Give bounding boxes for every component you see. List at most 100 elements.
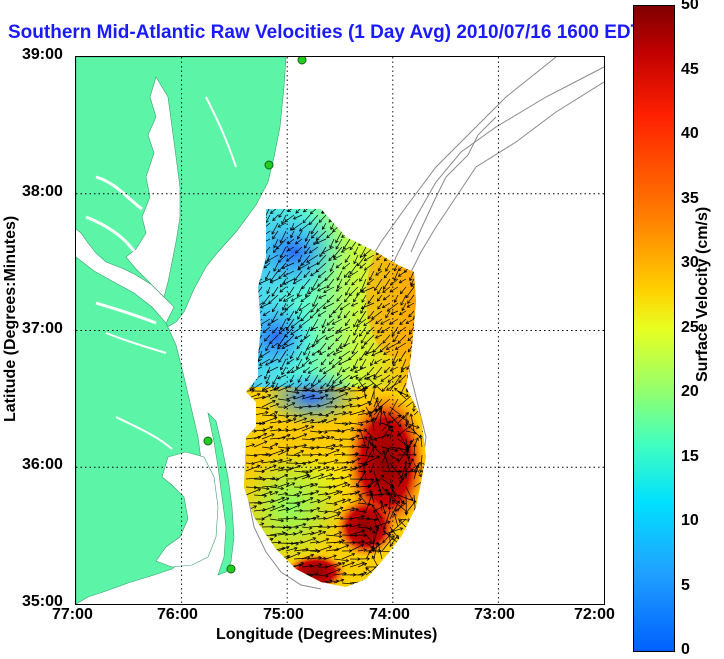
velocity-vector bbox=[309, 453, 322, 456]
velocity-vector-head bbox=[376, 216, 380, 221]
velocity-vector bbox=[326, 294, 335, 303]
velocity-vector bbox=[413, 462, 422, 477]
velocity-vector bbox=[333, 499, 346, 504]
velocity-vector bbox=[245, 488, 261, 496]
x-tick-label: 74:00 bbox=[369, 606, 410, 623]
velocity-vector bbox=[360, 302, 367, 314]
velocity-vector-head bbox=[375, 320, 379, 325]
velocity-vector bbox=[381, 535, 395, 552]
velocity-vector bbox=[299, 302, 311, 311]
velocity-vector-head bbox=[287, 247, 291, 251]
velocity-vector bbox=[376, 478, 383, 496]
velocity-vector-head bbox=[351, 383, 355, 388]
velocity-vector bbox=[303, 209, 311, 213]
velocity-vector-head bbox=[368, 435, 372, 440]
velocity-vector-head bbox=[366, 216, 370, 220]
velocity-vector bbox=[386, 382, 399, 391]
velocity-vector bbox=[389, 550, 392, 570]
velocity-vector-head bbox=[274, 442, 279, 447]
velocity-vector bbox=[383, 510, 391, 530]
velocity-vector-head bbox=[264, 338, 268, 342]
velocity-vector-head bbox=[288, 458, 293, 463]
velocity-vector bbox=[288, 286, 295, 296]
velocity-vector bbox=[244, 278, 247, 291]
velocity-vector bbox=[390, 518, 407, 533]
velocity-vector bbox=[293, 518, 310, 520]
velocity-vector-head bbox=[314, 483, 319, 487]
velocity-vector bbox=[278, 589, 287, 591]
velocity-vector bbox=[384, 214, 391, 223]
velocity-vector bbox=[301, 446, 315, 449]
velocity-vector bbox=[246, 246, 255, 256]
velocity-vector-head bbox=[376, 251, 380, 256]
velocity-vector bbox=[261, 400, 276, 408]
velocity-vector-head bbox=[323, 556, 327, 561]
velocity-vector bbox=[378, 262, 383, 272]
velocity-vector bbox=[270, 278, 279, 284]
velocity-vector bbox=[277, 564, 292, 568]
velocity-vector-head bbox=[326, 284, 330, 289]
velocity-vector bbox=[277, 386, 288, 392]
velocity-vector bbox=[244, 294, 255, 303]
velocity-vector bbox=[293, 491, 302, 496]
velocity-vector-head bbox=[301, 394, 306, 399]
velocity-vector-head bbox=[241, 239, 244, 242]
velocity-vector-head bbox=[408, 313, 412, 318]
velocity-vector bbox=[353, 246, 359, 255]
velocity-vector bbox=[277, 262, 287, 272]
velocity-vector-head bbox=[363, 562, 368, 567]
velocity-vector bbox=[366, 278, 375, 285]
velocity-vector-head bbox=[257, 561, 261, 566]
velocity-vector bbox=[343, 238, 351, 250]
velocity-vector-head bbox=[420, 376, 425, 381]
velocity-vector bbox=[311, 374, 319, 387]
velocity-vector-head bbox=[355, 507, 360, 512]
velocity-vector bbox=[321, 246, 335, 254]
velocity-vector-head bbox=[345, 292, 349, 296]
velocity-vector bbox=[245, 536, 260, 544]
velocity-vector bbox=[376, 254, 383, 261]
velocity-vector bbox=[277, 334, 287, 347]
velocity-vector bbox=[277, 467, 293, 472]
velocity-vector bbox=[370, 491, 375, 504]
velocity-vector-head bbox=[259, 354, 264, 358]
velocity-vector bbox=[370, 442, 383, 456]
velocity-vector-head bbox=[367, 516, 371, 521]
velocity-vector-head bbox=[281, 579, 286, 584]
velocity-vector bbox=[298, 254, 303, 263]
velocity-vector-head bbox=[369, 469, 373, 474]
velocity-vector-head bbox=[331, 364, 336, 368]
velocity-vector-head bbox=[366, 240, 370, 244]
velocity-vector bbox=[332, 318, 343, 325]
velocity-vector-head bbox=[282, 281, 287, 285]
velocity-vector-head bbox=[281, 220, 285, 225]
velocity-vector-head bbox=[318, 452, 322, 457]
velocity-vector-head bbox=[280, 486, 285, 491]
velocity-vector-head bbox=[372, 530, 376, 534]
velocity-vector bbox=[293, 562, 304, 568]
velocity-vector bbox=[249, 382, 255, 391]
velocity-vector bbox=[270, 270, 279, 282]
velocity-vector-head bbox=[322, 370, 327, 375]
velocity-vector-head bbox=[281, 504, 285, 508]
velocity-vector-head bbox=[354, 533, 359, 538]
velocity-vector bbox=[269, 518, 284, 522]
velocity-vector bbox=[332, 374, 343, 384]
velocity-vector-head bbox=[311, 352, 316, 356]
velocity-vector-head bbox=[272, 330, 276, 334]
velocity-vector-head bbox=[295, 310, 299, 315]
velocity-vector bbox=[409, 270, 415, 281]
velocity-vector-head bbox=[418, 434, 423, 438]
velocity-vector bbox=[387, 230, 399, 241]
velocity-vector bbox=[413, 374, 426, 392]
velocity-vector bbox=[342, 590, 358, 591]
velocity-vector bbox=[365, 534, 375, 545]
velocity-vector-head bbox=[397, 267, 402, 272]
velocity-vector-head bbox=[250, 291, 254, 296]
velocity-vector bbox=[249, 318, 255, 327]
velocity-vector-head bbox=[247, 232, 251, 237]
velocity-vector bbox=[360, 334, 367, 344]
velocity-vector bbox=[365, 409, 378, 416]
velocity-vector bbox=[405, 502, 415, 515]
velocity-vector-head bbox=[414, 538, 418, 543]
